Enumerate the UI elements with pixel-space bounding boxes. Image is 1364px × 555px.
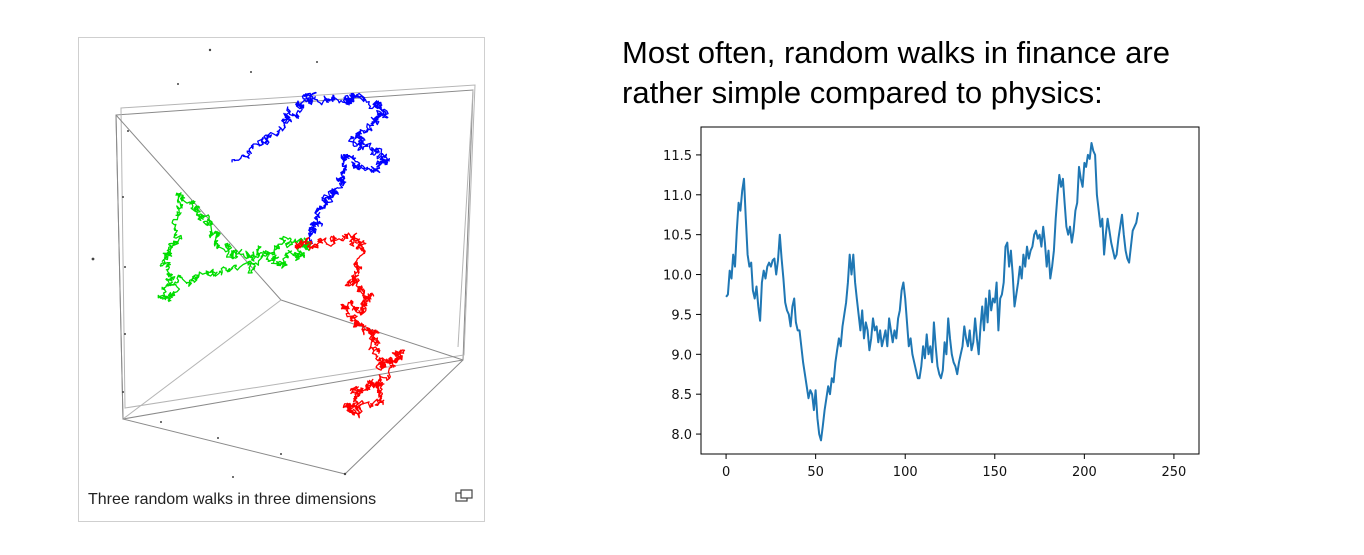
walk-path xyxy=(231,91,390,245)
x-axis: 0 50 100 150 200 250 xyxy=(722,454,1186,480)
headline: Most often, random walks in finance are … xyxy=(622,33,1342,113)
random-walk-figure: Three random walks in three dimensions xyxy=(78,37,485,522)
y-axis: 8.0 8.5 9.0 9.5 10.0 10.5 11.0 11.5 xyxy=(663,149,701,443)
x-tick-label: 50 xyxy=(807,465,824,480)
headline-line-1: Most often, random walks in finance are xyxy=(622,35,1170,70)
walk-green xyxy=(157,192,312,303)
x-tick-label: 150 xyxy=(982,465,1007,480)
y-tick-label: 9.0 xyxy=(671,348,692,363)
x-tick-label: 250 xyxy=(1162,465,1187,480)
figure-caption: Three random walks in three dimensions xyxy=(88,491,377,508)
y-tick-label: 11.5 xyxy=(663,149,692,164)
x-tick-label: 0 xyxy=(722,465,730,480)
y-tick-label: 10.5 xyxy=(663,229,692,244)
price-random-walk-chart: 8.0 8.5 9.0 9.5 10.0 10.5 11.0 11.5 0 50 100 150 20… xyxy=(663,126,1200,480)
walk-path xyxy=(294,232,406,419)
x-tick-label: 100 xyxy=(893,465,918,480)
walk-blue xyxy=(231,91,390,245)
y-tick-label: 8.5 xyxy=(671,388,692,403)
walk-path xyxy=(157,192,312,303)
y-tick-label: 9.5 xyxy=(671,308,692,323)
y-tick-label: 8.0 xyxy=(671,428,692,443)
axis-tick-marks xyxy=(91,48,347,478)
series-line xyxy=(725,142,1140,442)
enlarge-icon[interactable] xyxy=(455,489,473,503)
x-tick-label: 200 xyxy=(1072,465,1097,480)
y-tick-label: 11.0 xyxy=(663,189,692,204)
headline-line-2: rather simple compared to physics: xyxy=(622,75,1103,110)
y-tick-label: 10.0 xyxy=(663,269,692,284)
three-d-random-walks-plot xyxy=(91,48,476,478)
walk-red xyxy=(294,232,406,419)
plot-frame xyxy=(700,126,1200,455)
